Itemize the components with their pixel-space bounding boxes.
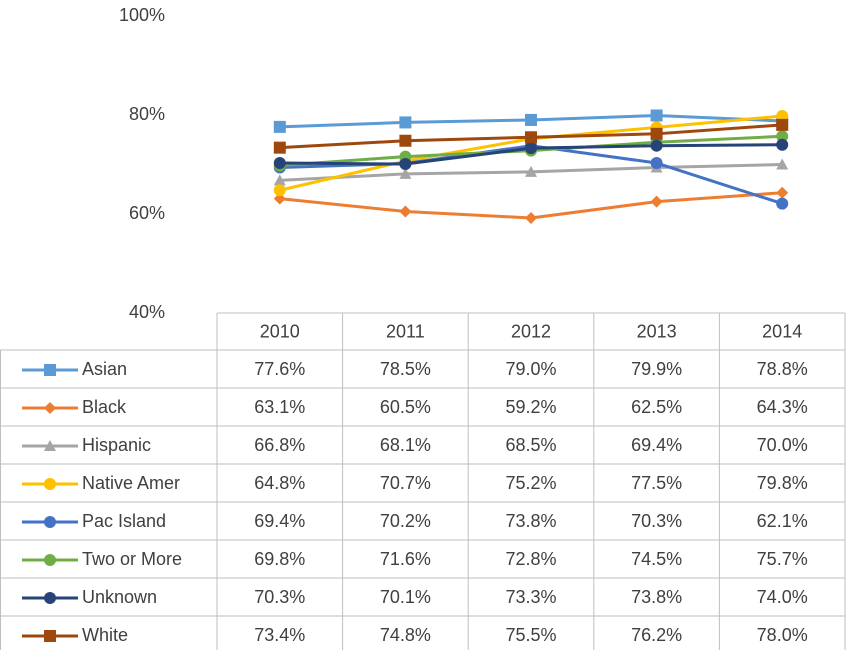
table-cell: 69.8% [254,549,305,569]
legend-label: Pac Island [82,511,166,531]
table-cell: 70.2% [380,511,431,531]
marker [776,138,789,151]
x-tick-label: 2012 [511,321,551,341]
marker [399,167,412,179]
table-cell: 78.0% [757,625,808,645]
table-cell: 75.2% [505,473,556,493]
legend-label: Asian [82,359,127,379]
table-cell: 66.8% [254,435,305,455]
table-cell: 74.8% [380,625,431,645]
table-cell: 79.9% [631,359,682,379]
marker [525,142,537,155]
table-cell: 78.8% [757,359,808,379]
marker [273,120,286,133]
table-cell: 68.5% [505,435,556,455]
marker [650,127,663,140]
marker [273,141,286,154]
table-cell: 62.5% [631,397,682,417]
table-cell: 77.5% [631,473,682,493]
marker [525,131,537,144]
table-cell: 70.1% [380,587,431,607]
y-tick-label: 80% [129,104,165,124]
table-cell: 70.3% [254,587,305,607]
table-cell: 74.0% [757,587,808,607]
y-tick-label: 60% [129,203,165,223]
table-cell: 75.5% [505,625,556,645]
table-cell: 64.8% [254,473,305,493]
marker [776,118,789,131]
marker [399,134,412,147]
table-cell: 74.5% [631,549,682,569]
marker [273,157,286,170]
marker [44,630,56,642]
marker [776,130,789,143]
table-cell: 71.6% [380,549,431,569]
legend-label: Unknown [82,587,157,607]
marker [650,157,663,170]
table-cell: 73.4% [254,625,305,645]
marker [525,211,537,224]
marker [525,113,537,126]
marker [44,478,56,490]
marker [650,109,663,122]
marker [776,197,789,210]
marker [44,364,56,376]
table-cell: 62.1% [757,511,808,531]
marker [650,139,663,152]
legend-label: Black [82,397,127,417]
table-cell: 73.8% [631,587,682,607]
table-cell: 70.3% [631,511,682,531]
legend-label: White [82,625,128,645]
table-cell: 72.8% [505,549,556,569]
marker [44,440,56,451]
table-cell: 78.5% [380,359,431,379]
table-cell: 69.4% [631,435,682,455]
marker [399,205,412,218]
table-cell: 79.0% [505,359,556,379]
x-tick-label: 2013 [637,321,677,341]
table-cell: 63.1% [254,397,305,417]
table-cell: 70.0% [757,435,808,455]
table-cell: 69.4% [254,511,305,531]
table-cell: 60.5% [380,397,431,417]
y-tick-label: 40% [129,302,165,322]
table-cell: 73.3% [505,587,556,607]
marker [776,186,789,199]
table-cell: 79.8% [757,473,808,493]
table-cell: 73.8% [505,511,556,531]
marker [44,516,56,528]
table-cell: 75.7% [757,549,808,569]
marker [44,592,56,604]
marker [273,174,286,186]
table-cell: 77.6% [254,359,305,379]
legend-label: Two or More [82,549,182,569]
x-tick-label: 2011 [386,321,425,341]
marker [399,116,412,129]
legend-label: Hispanic [82,435,151,455]
table-cell: 68.1% [380,435,431,455]
x-tick-label: 2010 [260,321,300,341]
marker [650,195,663,208]
marker [525,165,537,177]
table-cell: 64.3% [757,397,808,417]
table-cell: 70.7% [380,473,431,493]
y-tick-label: 100% [119,5,165,25]
marker [44,402,56,414]
marker [399,158,412,171]
table-cell: 59.2% [505,397,556,417]
legend-label: Native Amer [82,473,180,493]
marker [273,192,286,205]
marker [776,158,789,170]
marker [273,184,286,197]
x-tick-label: 2014 [762,321,802,341]
marker [44,554,56,566]
table-cell: 76.2% [631,625,682,645]
